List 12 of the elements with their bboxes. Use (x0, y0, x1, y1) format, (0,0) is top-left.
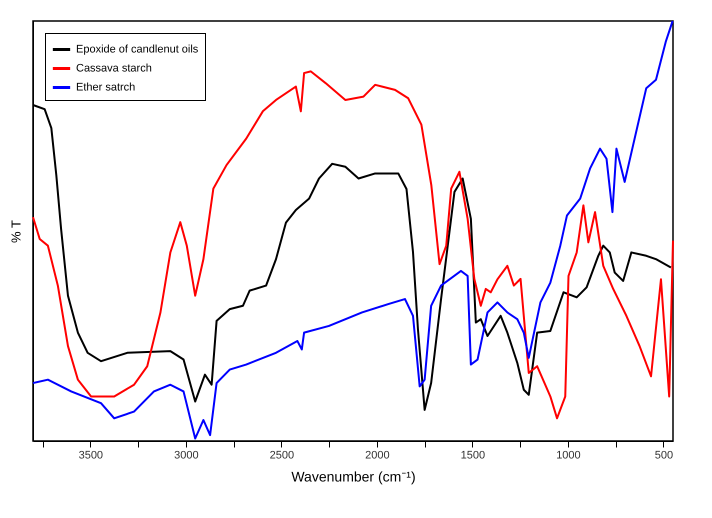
y-axis-title: % T (8, 220, 24, 243)
x-tick-label: 2000 (365, 450, 390, 462)
x-tick-label: 1500 (460, 450, 486, 462)
x-tick-label: 3000 (174, 450, 199, 462)
legend-label: Ether satrch (76, 82, 136, 94)
legend-label: Epoxide of candlenut oils (76, 44, 199, 56)
legend-label: Cassava starch (76, 62, 152, 74)
x-tick-label: 2500 (270, 450, 294, 462)
x-tick-label: 3500 (78, 450, 104, 462)
x-axis-title: Wavenumber (cm⁻¹) (291, 468, 416, 484)
x-tick-label: 1000 (556, 450, 581, 462)
x-tick-label: 500 (654, 450, 674, 462)
